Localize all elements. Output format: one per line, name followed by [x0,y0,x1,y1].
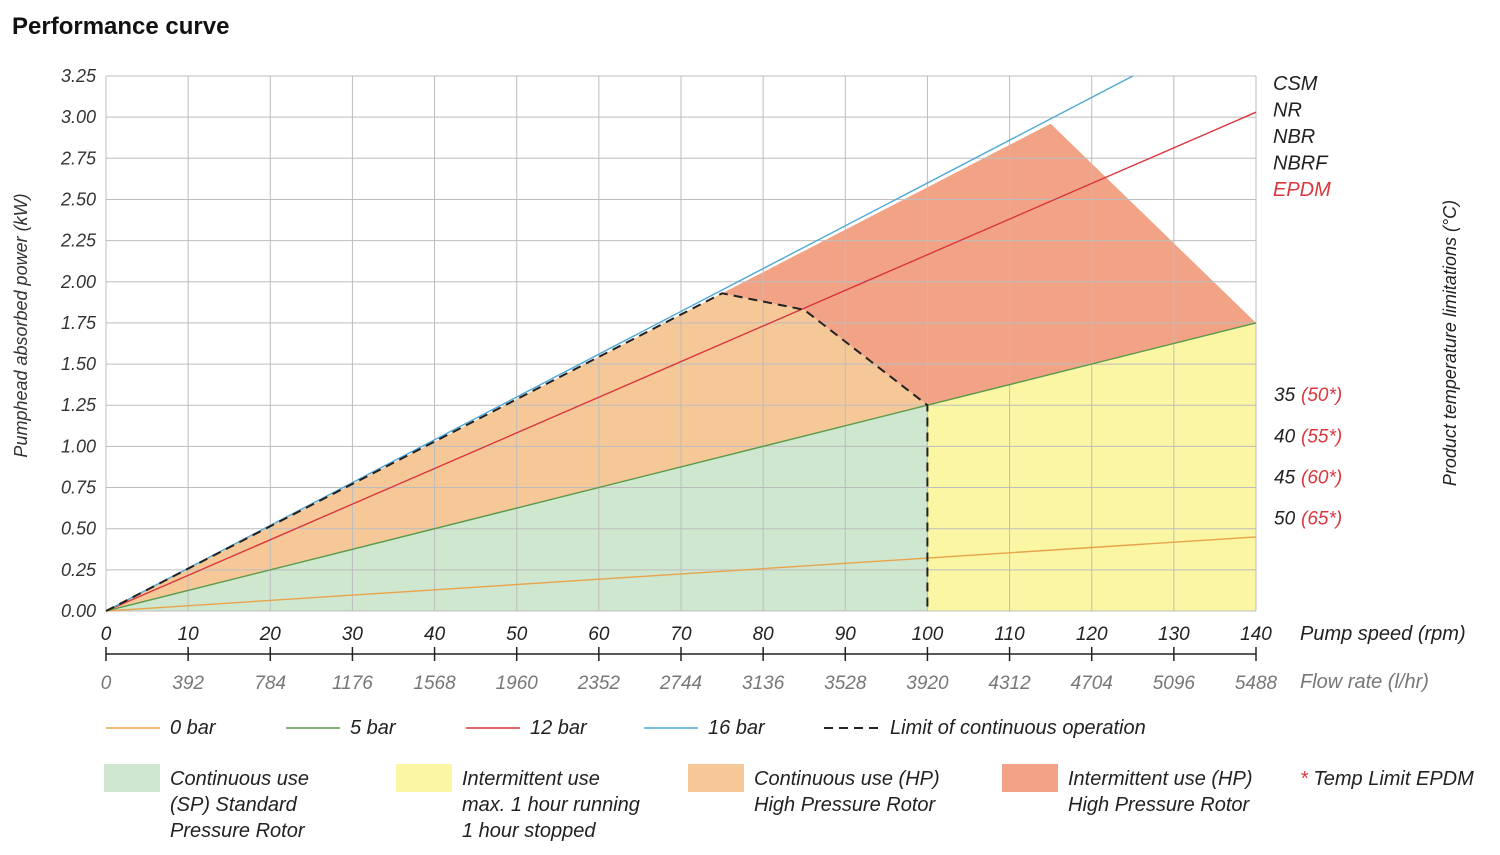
legend-area-label: Intermittent use (HP) [1068,768,1253,790]
y-axis-label: Pumphead absorbed power (kW) [11,193,31,457]
x-axis-label: Pump speed (rpm) [1300,623,1466,645]
series-line-16-bar [105,75,1134,612]
legend-area-label: High Pressure Rotor [1068,794,1251,816]
material-label: NBRF [1273,153,1329,175]
legend-area-label: (SP) Standard [170,794,298,816]
material-label: NR [1273,100,1302,122]
y-tick-label: 1.75 [61,313,97,333]
material-label: NBR [1273,126,1315,148]
footnote-star: * [1300,768,1309,790]
temp-epdm-label: (60*) [1301,468,1342,489]
footnote: * Temp Limit EPDM [1300,768,1474,790]
temp-epdm-label: (65*) [1301,509,1342,530]
x-tick-label: 120 [1076,624,1108,645]
right-axis-label: Product temperature limitations (°C) [1440,200,1460,486]
material-label: EPDM [1273,179,1331,201]
temp-epdm-label: (55*) [1301,426,1342,447]
legend-area-label: Continuous use [170,768,309,790]
flow-tick-label: 4704 [1071,673,1113,694]
flow-tick-label: 392 [172,673,204,694]
legend-area-swatch [396,764,452,792]
series-line-12-bar [105,111,1257,612]
y-tick-label: 3.25 [61,66,97,86]
x-tick-label: 50 [506,624,528,645]
y-tick-label: 0.75 [61,478,97,498]
region-intermittent-hp [722,123,1256,406]
material-label: CSM [1273,73,1318,95]
y-tick-label: 1.50 [61,354,96,374]
x-tick-label: 20 [259,624,282,645]
legend-line-label: 0 bar [170,717,217,739]
annotations: CSM NR NBR NBRF EPDM 35 (50*)40 (55*)45 (60*)50(… [1273,73,1460,530]
legend-line-label: Limit of continuous operation [890,717,1146,739]
legend-area-label: Intermittent use [462,768,600,790]
temp-label: 45 [1274,468,1296,489]
flow-tick-label: 3528 [824,673,867,694]
y-tick-label: 1.00 [61,436,96,456]
flow-tick-label: 1176 [332,673,373,694]
series-lines [105,75,1257,612]
legend-area-label: Continuous use (HP) [754,768,940,790]
series-line-0-bar [105,536,1257,612]
x-tick-label: 80 [753,624,775,645]
flow-tick-label: 5488 [1235,673,1278,694]
y-tick-label: 3.00 [61,107,96,127]
axes: 0.00 0.25 0.50 0.75 1.00 1.25 1.50 1.75 2.00 2.25… [11,66,1466,694]
legend-area-label: max. 1 hour running [462,794,640,816]
y-tick-label: 2.50 [60,189,96,209]
y-tick-label: 0.00 [61,601,96,621]
legend-area-label: High Pressure Rotor [754,794,937,816]
flow-tick-label: 1960 [496,673,539,694]
x-tick-label: 10 [178,624,200,645]
y-tick-label: 1.25 [61,395,97,415]
x-tick-label: 70 [670,624,692,645]
flow-tick-label: 4312 [988,673,1031,694]
temp-label: 40 [1274,426,1296,447]
y-tick-label: 2.25 [60,231,97,251]
flow-axis-label: Flow rate (l/hr) [1300,671,1429,693]
chart-title: Performance curve [12,13,229,40]
y-tick-label: 0.25 [61,560,97,580]
x-tick-label: 130 [1158,624,1190,645]
grid [105,75,1257,612]
flow-tick-label: 2352 [577,673,621,694]
y-tick-label: 2.00 [60,272,96,292]
temp-label: 35 [1274,385,1296,406]
flow-tick-label: 5096 [1153,673,1196,694]
footnote-text: Temp Limit EPDM [1308,768,1474,790]
y-tick-label: 2.75 [60,148,97,168]
flow-tick-label: 0 [101,673,112,694]
legend-area-label: Pressure Rotor [170,820,306,842]
flow-tick-label: 1568 [413,673,456,694]
flow-tick-label: 784 [254,673,286,694]
legend-area-swatch [688,764,744,792]
legend-area-swatch [1002,764,1058,792]
legend-line-label: 5 bar [350,717,397,739]
x-tick-label: 60 [588,624,610,645]
x-tick-label: 140 [1240,624,1272,645]
flow-tick-label: 3920 [906,673,949,694]
legend: 0 bar 5 bar 12 bar 16 bar Limit of continuou… [104,717,1474,842]
x-tick-label: 40 [424,624,446,645]
x-tick-label: 100 [912,624,944,645]
legend-line-label: 16 bar [708,717,766,739]
x-tick-label: 0 [101,624,112,645]
legend-line-label: 12 bar [530,717,588,739]
temp-label: 50 [1274,509,1296,530]
x-tick-label: 90 [835,624,857,645]
legend-area-label: 1 hour stopped [462,820,596,842]
flow-tick-label: 2744 [659,673,702,694]
legend-area-swatch [104,764,160,792]
temp-epdm-label: (50*) [1301,385,1342,406]
x-tick-label: 110 [994,624,1025,645]
y-tick-label: 0.50 [61,519,96,539]
flow-tick-label: 3136 [742,673,785,694]
x-tick-label: 30 [342,624,364,645]
